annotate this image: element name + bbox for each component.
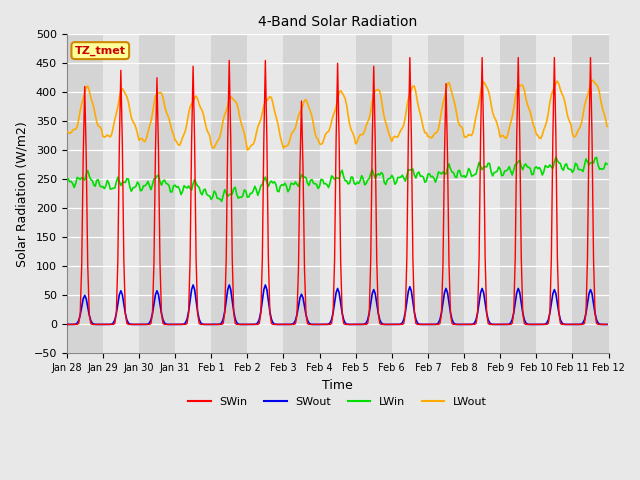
Bar	[211, 35, 247, 353]
Bar	[392, 35, 428, 353]
Bar	[319, 35, 356, 353]
Bar	[356, 35, 392, 353]
Bar	[103, 35, 139, 353]
Bar	[536, 35, 572, 353]
Bar	[500, 35, 536, 353]
Text: TZ_tmet: TZ_tmet	[75, 46, 126, 56]
Bar	[428, 35, 464, 353]
Y-axis label: Solar Radiation (W/m2): Solar Radiation (W/m2)	[15, 121, 28, 267]
Bar	[247, 35, 284, 353]
Bar	[67, 35, 103, 353]
Bar	[464, 35, 500, 353]
Bar	[572, 35, 609, 353]
X-axis label: Time: Time	[322, 379, 353, 392]
Legend: SWin, SWout, LWin, LWout: SWin, SWout, LWin, LWout	[184, 393, 492, 412]
Bar	[175, 35, 211, 353]
Bar	[139, 35, 175, 353]
Title: 4-Band Solar Radiation: 4-Band Solar Radiation	[258, 15, 417, 29]
Bar	[284, 35, 319, 353]
